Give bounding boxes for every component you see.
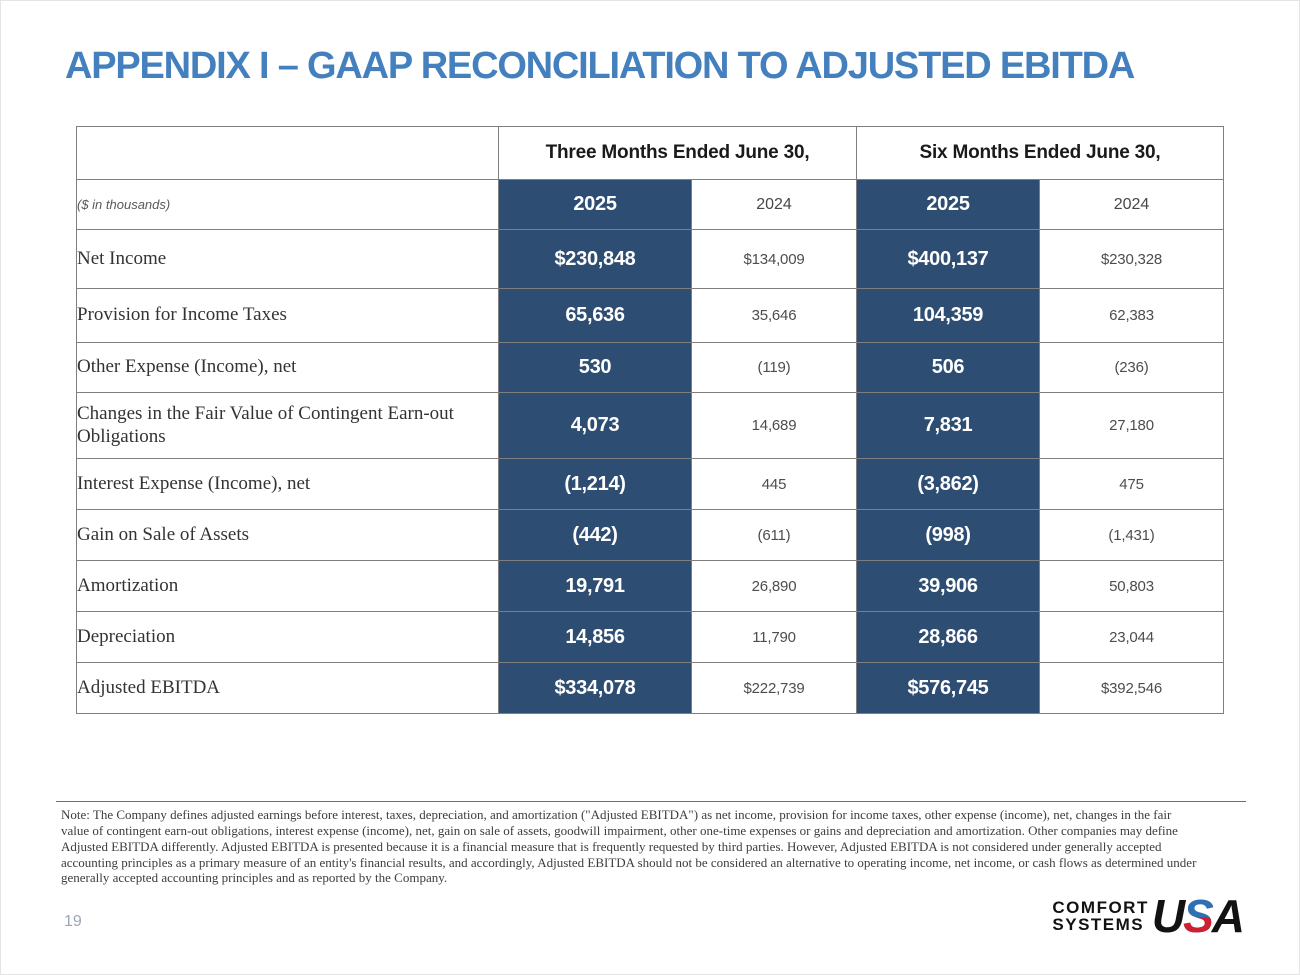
table-row: Three Months Ended June 30, Six Months E… — [76, 126, 1224, 180]
cell-value: 475 — [1039, 458, 1224, 510]
logo-letter-a: A — [1211, 890, 1245, 942]
row-label: Changes in the Fair Value of Contingent … — [76, 392, 499, 459]
row-label: Adjusted EBITDA — [76, 662, 499, 714]
logo-letter-u: U — [1151, 890, 1185, 942]
cell-value: (236) — [1039, 342, 1224, 393]
logo-s-blue-half: S — [1183, 890, 1214, 942]
cell-value: 7,831 — [856, 392, 1040, 459]
cell-value: (3,862) — [856, 458, 1040, 510]
cell-value: 104,359 — [856, 288, 1040, 343]
cell-value: 445 — [691, 458, 857, 510]
year-header-2024-3mo: 2024 — [691, 179, 857, 230]
cell-value: (1,214) — [498, 458, 692, 510]
footnote: Note: The Company defines adjusted earni… — [61, 807, 1197, 886]
col-group-three-months: Three Months Ended June 30, — [498, 126, 857, 180]
logo-text-comfort: COMFORT — [1052, 897, 1149, 917]
table-row: Depreciation 14,856 11,790 28,866 23,044 — [76, 611, 1224, 663]
row-label: Other Expense (Income), net — [76, 342, 499, 393]
table-row: Net Income $230,848 $134,009 $400,137 $2… — [76, 229, 1224, 289]
cell-value: $222,739 — [691, 662, 857, 714]
cell-value: 14,856 — [498, 611, 692, 663]
cell-value: $230,848 — [498, 229, 692, 289]
logo-usa-text: U S S A — [1151, 890, 1245, 942]
cell-value: 26,890 — [691, 560, 857, 612]
cell-value: (119) — [691, 342, 857, 393]
cell-value: (442) — [498, 509, 692, 561]
cell-value: 11,790 — [691, 611, 857, 663]
row-label: Depreciation — [76, 611, 499, 663]
year-header-2025-6mo: 2025 — [856, 179, 1040, 230]
gaap-reconciliation-table: Three Months Ended June 30, Six Months E… — [76, 126, 1224, 714]
table-row: Interest Expense (Income), net (1,214) 4… — [76, 458, 1224, 510]
row-label: Net Income — [76, 229, 499, 289]
logo-swoosh-s-icon: S S — [1183, 890, 1214, 942]
row-label: Provision for Income Taxes — [76, 288, 499, 343]
cell-value: 23,044 — [1039, 611, 1224, 663]
cell-value: 530 — [498, 342, 692, 393]
units-label: ($ in thousands) — [76, 179, 499, 230]
cell-value: 14,689 — [691, 392, 857, 459]
year-header-2025-3mo: 2025 — [498, 179, 692, 230]
col-group-six-months: Six Months Ended June 30, — [856, 126, 1224, 180]
cell-value: 35,646 — [691, 288, 857, 343]
cell-value: 27,180 — [1039, 392, 1224, 459]
logo-s-red-half: S — [1183, 890, 1212, 942]
row-label: Amortization — [76, 560, 499, 612]
cell-value: 506 — [856, 342, 1040, 393]
table-corner-cell — [76, 126, 499, 180]
cell-value: (998) — [856, 509, 1040, 561]
cell-value: 4,073 — [498, 392, 692, 459]
logo-text-systems: SYSTEMS — [1052, 914, 1145, 934]
cell-value: $576,745 — [856, 662, 1040, 714]
cell-value: $230,328 — [1039, 229, 1224, 289]
cell-value: 39,906 — [856, 560, 1040, 612]
table-row: Gain on Sale of Assets (442) (611) (998)… — [76, 509, 1224, 561]
cell-value: 28,866 — [856, 611, 1040, 663]
cell-value: (1,431) — [1039, 509, 1224, 561]
table-row: Changes in the Fair Value of Contingent … — [76, 392, 1224, 459]
cell-value: 62,383 — [1039, 288, 1224, 343]
logo-wordmark: COMFORT SYSTEMS — [1052, 897, 1149, 934]
year-header-2024-6mo: 2024 — [1039, 179, 1224, 230]
row-label: Gain on Sale of Assets — [76, 509, 499, 561]
cell-value: 50,803 — [1039, 560, 1224, 612]
cell-value: 65,636 — [498, 288, 692, 343]
table-row: Adjusted EBITDA $334,078 $222,739 $576,7… — [76, 662, 1224, 714]
row-label: Interest Expense (Income), net — [76, 458, 499, 510]
footnote-divider — [56, 801, 1246, 802]
cell-value: $134,009 — [691, 229, 857, 289]
page-title: APPENDIX I – GAAP RECONCILIATION TO ADJU… — [65, 45, 1135, 87]
cell-value: $400,137 — [856, 229, 1040, 289]
cell-value: $334,078 — [498, 662, 692, 714]
cell-value: $392,546 — [1039, 662, 1224, 714]
table-row: ($ in thousands) 2025 2024 2025 2024 — [76, 179, 1224, 230]
cell-value: (611) — [691, 509, 857, 561]
page-number: 19 — [64, 913, 82, 930]
table-row: Amortization 19,791 26,890 39,906 50,803 — [76, 560, 1224, 612]
comfort-systems-usa-logo: COMFORT SYSTEMS U S S A — [1052, 890, 1245, 942]
table-row: Other Expense (Income), net 530 (119) 50… — [76, 342, 1224, 393]
cell-value: 19,791 — [498, 560, 692, 612]
table-row: Provision for Income Taxes 65,636 35,646… — [76, 288, 1224, 343]
